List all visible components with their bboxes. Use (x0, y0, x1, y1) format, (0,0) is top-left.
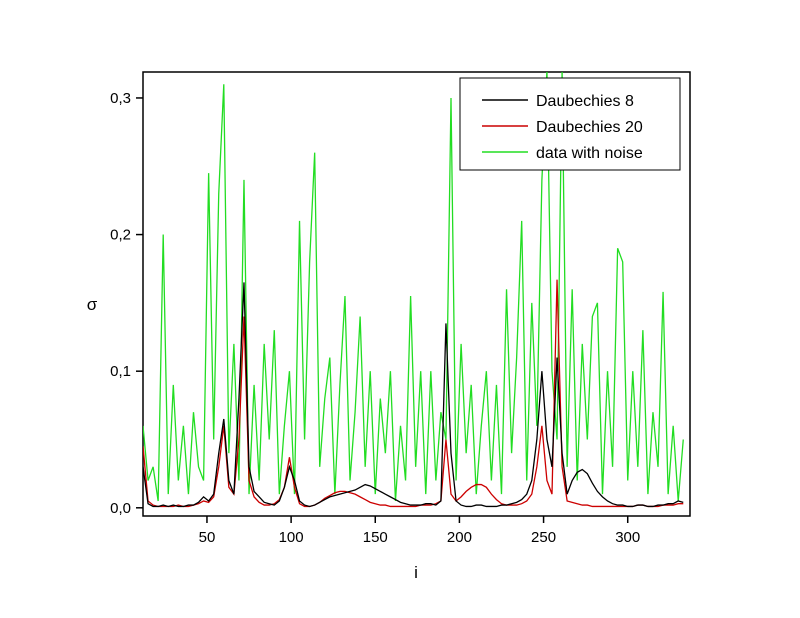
legend-label: Daubechies 8 (536, 93, 634, 110)
legend-label: Daubechies 20 (536, 119, 643, 136)
y-tick-label: 0,0 (110, 500, 131, 517)
x-axis-label: i (414, 563, 418, 582)
legend-label: data with noise (536, 145, 643, 162)
y-tick-label: 0,3 (110, 90, 131, 107)
x-tick-label: 50 (199, 529, 216, 546)
series-line (143, 282, 684, 508)
x-tick-label: 250 (531, 529, 556, 546)
plot-area (143, 72, 684, 508)
x-tick-label: 100 (279, 529, 304, 546)
y-tick-label: 0,1 (110, 363, 131, 380)
x-tick-label: 200 (447, 529, 472, 546)
y-axis-label: σ (87, 295, 98, 314)
plot-frame (142, 71, 691, 517)
legend: Daubechies 8 Daubechies 20 data with noise (459, 77, 681, 171)
y-tick-label: 0,2 (110, 227, 131, 244)
series-line (143, 72, 684, 502)
x-tick-label: 150 (363, 529, 388, 546)
legend-box (459, 77, 681, 171)
x-tick-label: 300 (615, 529, 640, 546)
